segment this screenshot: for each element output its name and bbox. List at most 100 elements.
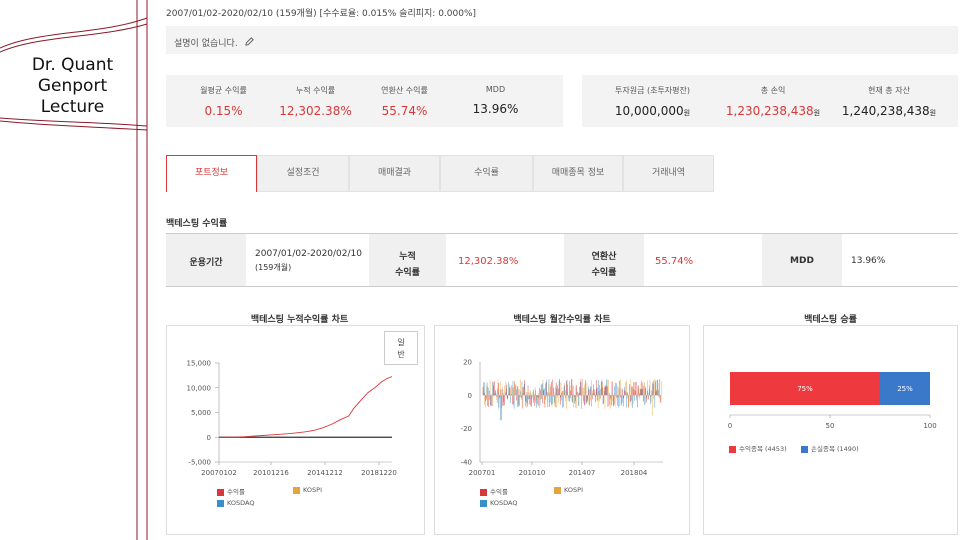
- lecture-title-line: Genport: [37, 76, 108, 96]
- legend-label: 수익률: [490, 488, 508, 496]
- log-scale-toggle-button[interactable]: 일 반: [384, 331, 418, 365]
- summary-label: 현재 총 자산: [868, 86, 910, 95]
- tab-returns[interactable]: 수익률: [440, 155, 533, 192]
- monthly-chart-panel: 20 0 -20 -40 200701 201010 201407 201804 수익률 KO…: [434, 325, 690, 535]
- legend-label: KOSPI: [564, 486, 583, 494]
- x-tick-label: 201804: [621, 469, 648, 477]
- monthly-chart: 20 0 -20 -40 200701 201010 201407 201804: [461, 359, 663, 477]
- y-tick-label: 5,000: [191, 409, 211, 417]
- y-tick-label: -40: [461, 459, 472, 467]
- loss-bar: [880, 372, 930, 405]
- lecture-title-line: Lecture: [40, 97, 105, 117]
- winrate-chart: 75% 25% 0 50 100: [728, 372, 937, 430]
- cumulative-value: 12,302.38%: [458, 256, 519, 267]
- cum-label: 수익률: [395, 268, 420, 278]
- summary-label: 누적 수익률: [295, 86, 336, 95]
- summary-value: 1,240,238,438: [841, 104, 930, 118]
- chart-title-cumulative: 백테스팅 누적수익률 차트: [250, 315, 349, 325]
- lecture-title-line: Dr. Quant: [31, 55, 114, 75]
- y-tick-label: 20: [463, 359, 472, 367]
- legend-swatch: [217, 499, 224, 507]
- period-label: 운용기간: [189, 258, 223, 268]
- ann-label: 연환산: [591, 252, 617, 262]
- backtest-table: 운용기간 2007/01/02-2020/02/10 (159개월) 누적 수익…: [166, 233, 958, 287]
- legend-label: KOSDAQ: [490, 499, 518, 507]
- currency-unit: 원: [683, 109, 691, 117]
- summary-cumulative-return: 누적 수익률 12,302.38%: [263, 75, 368, 118]
- period-header: 운용기간: [166, 234, 246, 286]
- tab-settings[interactable]: 설정조건: [257, 155, 349, 192]
- legend-label: KOSDAQ: [227, 499, 255, 507]
- legend-item-win[interactable]: 수익종목 (4453): [729, 443, 787, 453]
- legend-swatch: [554, 486, 561, 494]
- legend-item-return[interactable]: 수익률: [217, 486, 245, 496]
- x-tick-label: 20141212: [307, 469, 343, 477]
- legend-item-kosdaq[interactable]: KOSDAQ: [480, 499, 518, 507]
- x-tick-label: 201010: [519, 469, 546, 477]
- legend-label: 손실종목: [811, 445, 835, 453]
- legend-swatch: [293, 486, 300, 494]
- legend-item-kosdaq[interactable]: KOSDAQ: [217, 499, 255, 507]
- y-tick-label: 0: [207, 434, 211, 442]
- x-tick-label: 200701: [469, 469, 496, 477]
- summary-mdd: MDD 13.96%: [443, 75, 548, 116]
- summary-monthly-return: 월평균 수익률 0.15%: [171, 75, 276, 118]
- summary-value: 55.74%: [381, 104, 428, 118]
- annual-value: 55.74%: [655, 256, 694, 267]
- x-tick-label: 50: [826, 422, 835, 430]
- bar-label: 25%: [897, 385, 913, 393]
- legend-item-kospi[interactable]: KOSPI: [293, 486, 322, 494]
- pencil-icon[interactable]: [244, 37, 254, 49]
- tab-trade-results[interactable]: 매매결과: [349, 155, 440, 192]
- summary-principal: 투자원금 (초투자평잔) 10,000,000원: [590, 75, 715, 118]
- y-tick-label: 15,000: [187, 360, 212, 368]
- legend-swatch: [217, 488, 224, 496]
- x-tick-label: 100: [923, 422, 936, 430]
- summary-label: 투자원금 (초투자평잔): [614, 86, 691, 95]
- period-value: 2007/01/02-2020/02/10: [255, 249, 362, 259]
- legend-swatch: [480, 488, 487, 496]
- backtest-info: 2007/01/02-2020/02/10 (159개월) [수수료율: 0.0…: [166, 9, 477, 19]
- win-bar: [730, 372, 880, 405]
- annual-header: 연환산 수익률: [564, 234, 644, 286]
- legend-swatch: [480, 499, 487, 507]
- summary-value: 13.96%: [472, 102, 519, 116]
- bar-label: 75%: [797, 385, 813, 393]
- x-tick-label: 20181220: [361, 469, 397, 477]
- winrate-chart-panel: 75% 25% 0 50 100 수익종목 (4453) 손실종목 (1490): [703, 325, 958, 535]
- y-tick-label: -20: [461, 425, 472, 433]
- legend-item-loss[interactable]: 손실종목 (1490): [801, 443, 859, 453]
- summary-value: 0.15%: [204, 104, 243, 118]
- tab-trade-history[interactable]: 거래내역: [623, 155, 714, 192]
- cumulative-header: 누적 수익률: [369, 234, 446, 286]
- description-bar: 설명이 없습니다.: [166, 26, 958, 54]
- summary-value: 1,230,238,438: [725, 104, 814, 118]
- currency-unit: 원: [813, 109, 821, 117]
- summary-label: MDD: [485, 85, 506, 94]
- legend-swatch: [729, 445, 736, 453]
- lecture-title: Dr. Quant Genport Lecture: [0, 55, 145, 118]
- legend-item-kospi[interactable]: KOSPI: [554, 486, 583, 494]
- period-months: (159개월): [255, 263, 292, 272]
- currency-unit: 원: [929, 109, 937, 117]
- chart-title-monthly: 백테스팅 월간수익률 차트: [513, 315, 611, 325]
- legend-label: KOSPI: [303, 486, 322, 494]
- mdd-header: MDD: [762, 234, 842, 286]
- tab-traded-stocks[interactable]: 매매종목 정보: [533, 155, 623, 192]
- y-tick-label: 10,000: [187, 384, 212, 392]
- decorative-margin: [0, 0, 148, 540]
- period-value-cell: 2007/01/02-2020/02/10 (159개월): [255, 234, 370, 286]
- summary-value: 10,000,000: [614, 104, 684, 118]
- ann-label: 수익률: [591, 268, 617, 278]
- mdd-label: MDD: [790, 256, 814, 266]
- description-text: 설명이 없습니다.: [174, 39, 238, 49]
- x-tick-label: 201407: [569, 469, 596, 477]
- series-line-return: [218, 376, 393, 438]
- toggle-label: 일: [397, 338, 405, 347]
- tab-port-info[interactable]: 포트정보: [166, 155, 257, 192]
- cumulative-chart: 15,000 10,000 5,000 0 -5,000 20070102 20101216…: [187, 360, 397, 478]
- legend-item-return[interactable]: 수익률: [480, 486, 508, 496]
- summary-total-pnl: 총 손익 1,230,238,438원: [708, 75, 838, 118]
- summary-assets: 투자원금 (초투자평잔) 10,000,000원 총 손익 1,230,238,…: [582, 75, 958, 127]
